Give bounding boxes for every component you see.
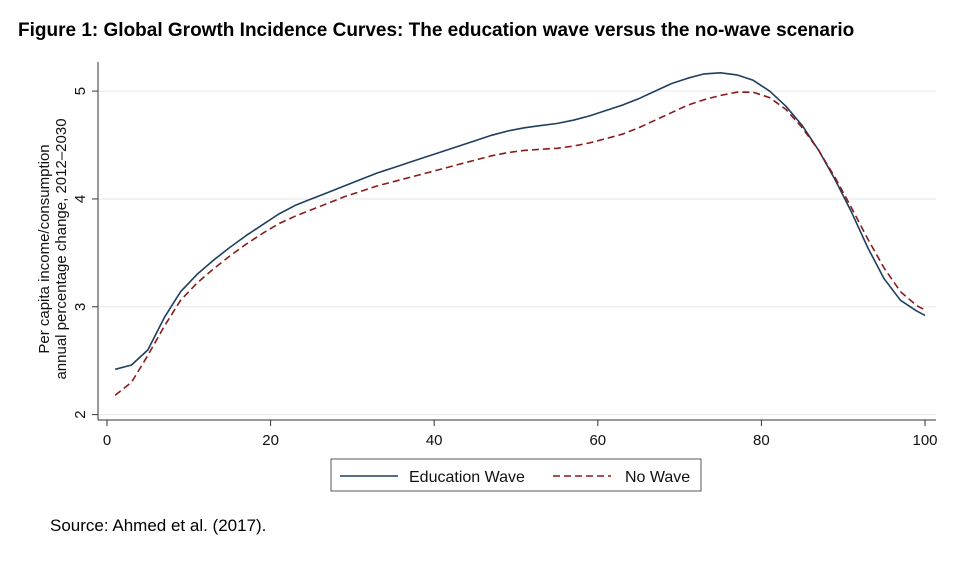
- legend: Education Wave No Wave: [330, 458, 702, 492]
- y-tick-label-5: 5: [72, 87, 89, 95]
- legend-label-education-wave: Education Wave: [409, 469, 525, 486]
- figure-title: Figure 1: Global Growth Incidence Curves…: [18, 20, 855, 41]
- y-axis-label-line2: annual percentage change, 2012–2030: [53, 118, 70, 379]
- x-tick-label-60: 60: [589, 432, 606, 449]
- source-note: Source: Ahmed et al. (2017).: [50, 516, 267, 535]
- x-tick-label-20: 20: [262, 432, 279, 449]
- series-lines: [114, 72, 926, 396]
- y-tick-label-3: 3: [72, 303, 89, 311]
- x-tick-label-0: 0: [103, 432, 111, 449]
- y-tick-label-4: 4: [72, 195, 89, 203]
- series-line-education-wave: [114, 72, 926, 371]
- legend-box: [330, 458, 702, 492]
- x-tick-label-40: 40: [426, 432, 443, 449]
- axis-ticks: 2 3 4 5 0 20 40 60 80 100: [72, 87, 938, 449]
- y-tick-label-2: 2: [72, 410, 89, 418]
- x-tick-label-80: 80: [753, 432, 770, 449]
- series-line-no-wave: [114, 91, 926, 396]
- y-axis-label-line1: Per capita income/consumption: [36, 144, 53, 353]
- x-tick-label-100: 100: [912, 432, 937, 449]
- legend-label-no-wave: No Wave: [625, 469, 690, 486]
- gridlines: [98, 90, 936, 416]
